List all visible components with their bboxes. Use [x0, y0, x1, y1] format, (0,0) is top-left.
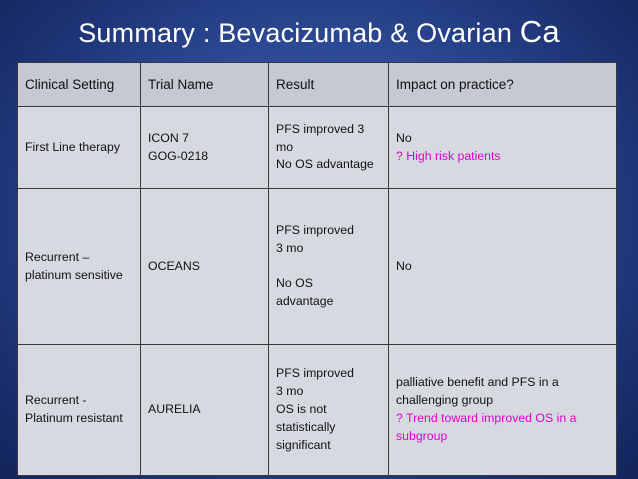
row3-impact-text: palliative benefit and PFS in a challeng… [396, 375, 559, 408]
row1-impact-text: No [396, 130, 412, 145]
row3-setting-text: Recurrent - Platinum resistant [25, 393, 123, 425]
row2-result-2: 3 mo [276, 241, 304, 256]
row3-result: PFS improved 3 mo OS is not statisticall… [269, 345, 389, 476]
header-trial-name: Trial Name [141, 62, 269, 107]
row1-impact: No ? High risk patients [389, 107, 617, 189]
row2-result-1: PFS improved [276, 223, 354, 238]
row2-setting-text: Recurrent – platinum sensitive [25, 249, 123, 282]
row3-result-1: PFS improved [276, 366, 354, 381]
row3-result-3: OS is not statistically significant [276, 402, 336, 452]
row2-trial-1: OCEANS [148, 258, 200, 273]
row1-setting: First Line therapy [17, 107, 141, 189]
slide-title-text: Summary : Bevacizumab & Ovarian [78, 18, 513, 48]
row1-setting-text: First Line therapy [25, 139, 121, 154]
row1-trial-1: ICON 7 [148, 130, 189, 145]
row1-trial-2: GOG-0218 [148, 148, 209, 163]
summary-table: Clinical Setting Trial Name Result Impac… [17, 62, 617, 476]
slide-title: Summary : Bevacizumab & Ovarian Ca [0, 14, 638, 50]
row2-result: PFS improved 3 mo No OS advantage [269, 189, 389, 345]
header-impact: Impact on practice? [389, 62, 617, 107]
row2-trial: OCEANS [141, 189, 269, 345]
row3-trial: AURELIA [141, 345, 269, 476]
row1-result-1: PFS improved 3 mo [276, 121, 365, 154]
row1-result-2: No OS advantage [276, 157, 374, 172]
row2-result-3: No OS [276, 276, 313, 290]
row3-setting: Recurrent - Platinum resistant [17, 345, 141, 476]
row1-result: PFS improved 3 mo No OS advantage [269, 107, 389, 189]
slide-title-suffix: Ca [519, 14, 560, 49]
row1-impact-note: ? High risk patients [396, 148, 501, 163]
row3-impact-note: ? Trend toward improved OS in a subgroup [396, 411, 577, 443]
row3-impact: palliative benefit and PFS in a challeng… [389, 345, 617, 476]
header-result: Result [269, 62, 389, 107]
row2-setting: Recurrent – platinum sensitive [17, 189, 141, 345]
row2-impact-text: No [396, 258, 412, 273]
row2-impact: No [389, 189, 617, 345]
row3-trial-1: AURELIA [148, 402, 201, 417]
row3-result-2: 3 mo [276, 384, 304, 399]
row1-trial: ICON 7 GOG-0218 [141, 107, 269, 189]
header-clinical-setting: Clinical Setting [17, 62, 141, 107]
row2-result-4: advantage [276, 293, 334, 308]
